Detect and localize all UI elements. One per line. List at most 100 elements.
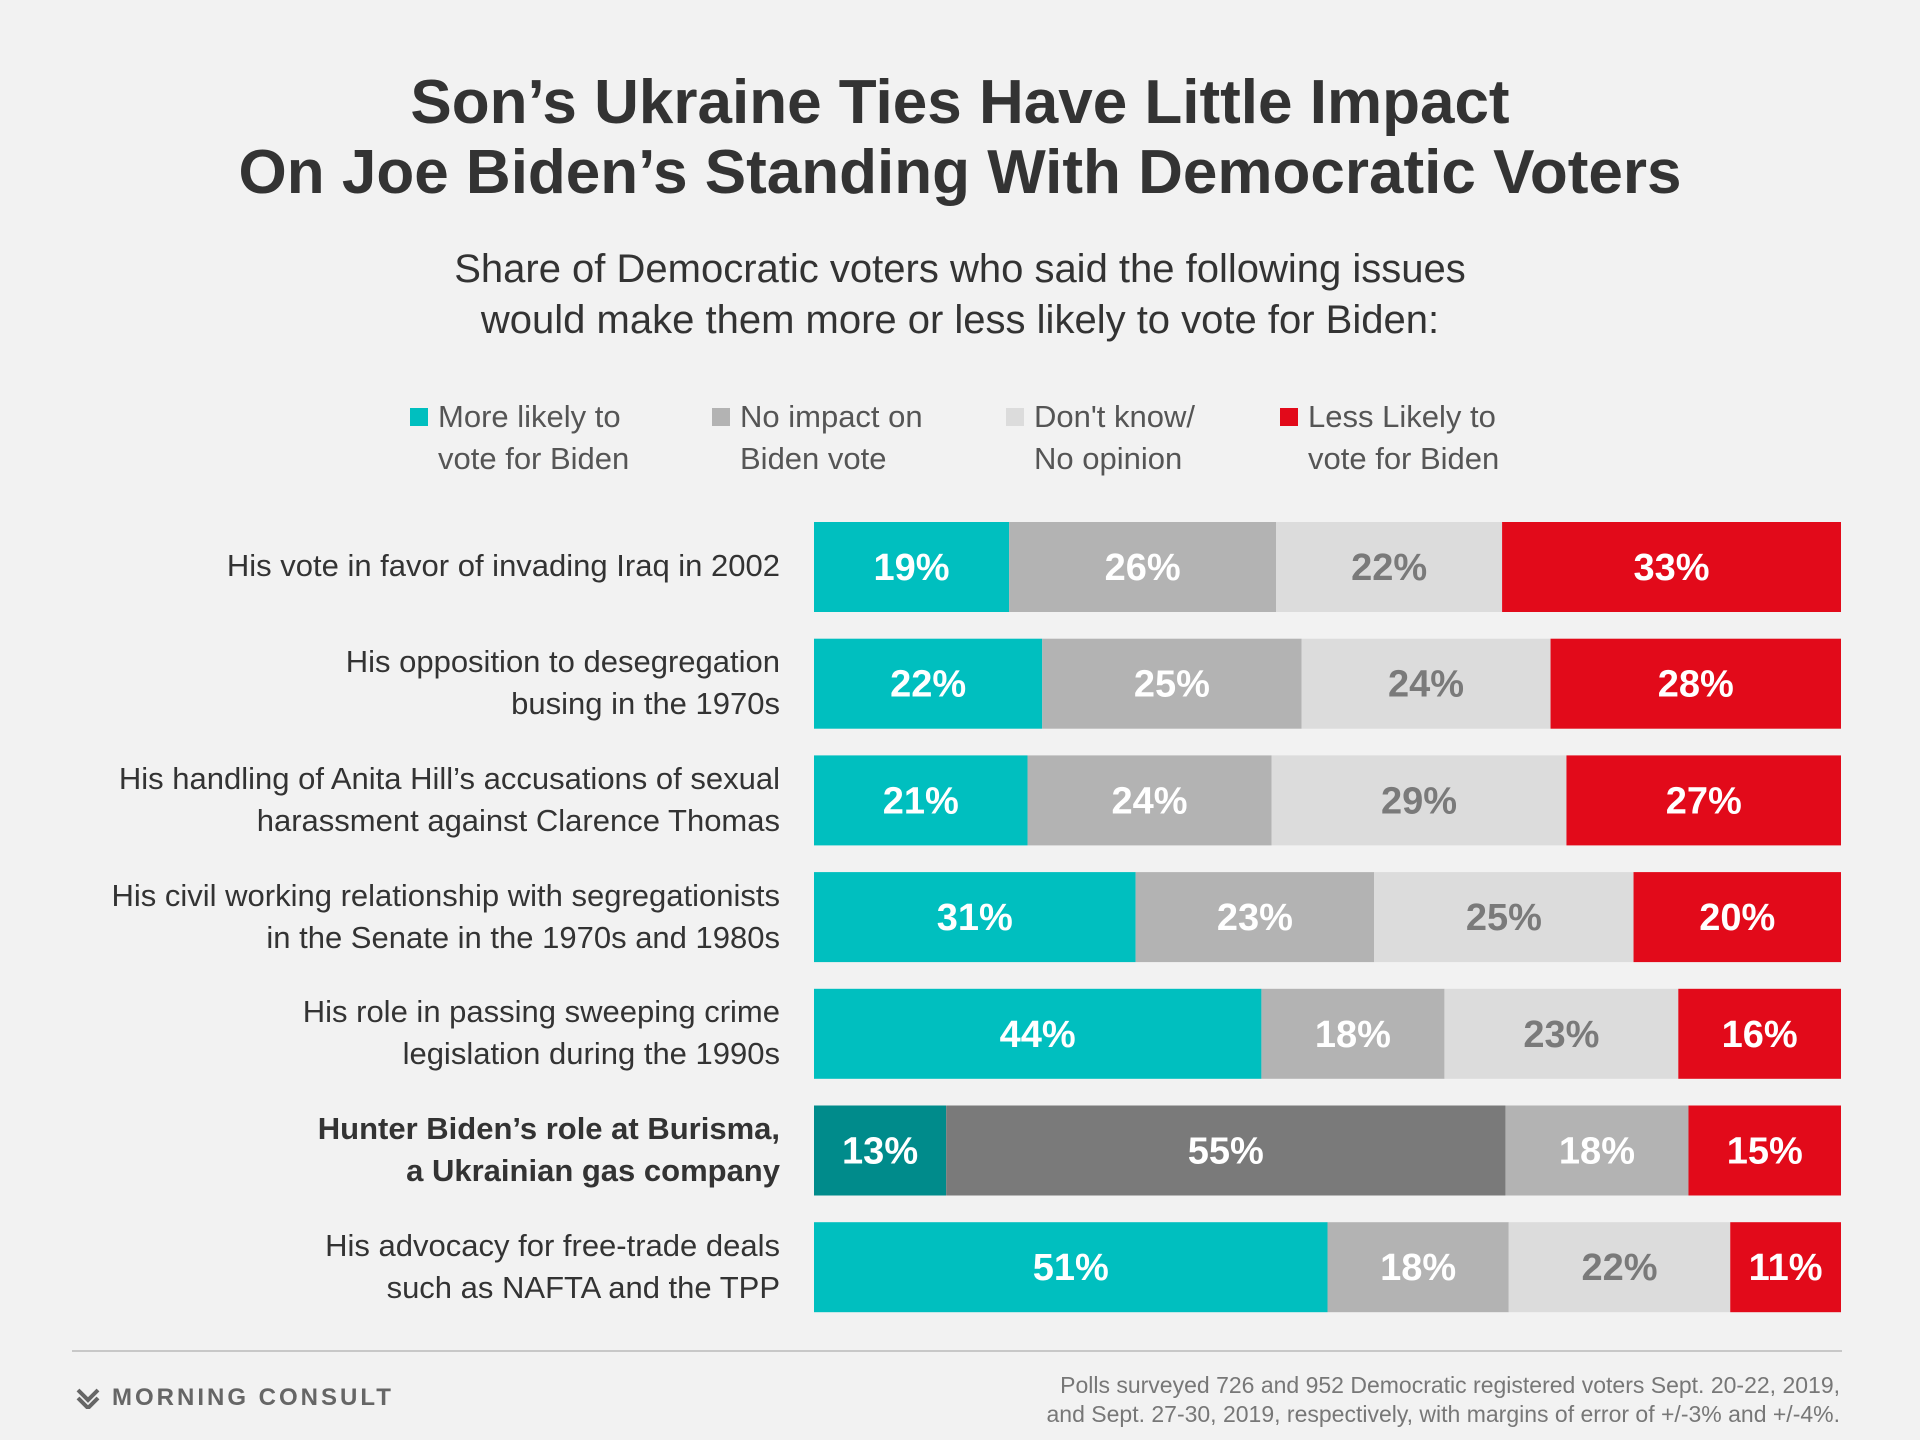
- data-label-no-impact: 25%: [1134, 664, 1210, 706]
- brand-name: MORNING CONSULT: [112, 1384, 394, 1411]
- legend-label-line: vote for Biden: [1308, 441, 1500, 476]
- row-label-line: His handling of Anita Hill’s accusations…: [118, 761, 780, 796]
- data-label-more-likely: 22%: [890, 664, 966, 706]
- data-label-more-likely: 19%: [874, 547, 950, 589]
- bar-segment-more-likely: [814, 872, 1136, 963]
- data-label-dont-know: 22%: [1581, 1247, 1657, 1289]
- bar-segment-no-impact: [1327, 1222, 1509, 1313]
- bar-segment-dont-know: [1505, 1105, 1689, 1196]
- row-label-line: His civil working relationship with segr…: [111, 878, 781, 913]
- legend-label-line: More likely to: [438, 399, 621, 434]
- legend-label-line: Don't know/: [1034, 399, 1195, 434]
- data-label-dont-know: 29%: [1381, 780, 1457, 822]
- bar-segment-more-likely: [814, 522, 1010, 612]
- data-label-less-likely: 33%: [1634, 547, 1710, 589]
- data-label-more-likely: 31%: [937, 897, 1013, 939]
- data-label-no-impact: 55%: [1188, 1131, 1264, 1173]
- data-label-dont-know: 24%: [1388, 664, 1464, 706]
- data-label-more-likely: 51%: [1033, 1247, 1109, 1289]
- bar-segment-less-likely: [1550, 638, 1841, 729]
- data-label-no-impact: 18%: [1315, 1014, 1391, 1056]
- bar-segment-no-impact: [946, 1105, 1506, 1196]
- chart-subtitle-line-2: would make them more or less likely to v…: [480, 298, 1440, 342]
- row-label-line: a Ukrainian gas company: [406, 1153, 780, 1188]
- row-label-hunter-biden: Hunter Biden’s role at Burisma, a Ukrain…: [40, 1108, 780, 1192]
- row-label-line: His vote in favor of invading Iraq in 20…: [226, 548, 780, 583]
- bar-segment-less-likely: [1502, 522, 1841, 612]
- row-label-line: busing in the 1970s: [511, 686, 780, 721]
- source-note-line-1: Polls surveyed 726 and 952 Democratic re…: [1060, 1372, 1840, 1398]
- data-label-no-impact: 26%: [1105, 547, 1181, 589]
- data-label-less-likely: 15%: [1727, 1131, 1803, 1173]
- bar-segment-no-impact: [1009, 522, 1277, 612]
- bar-segment-less-likely: [1678, 988, 1841, 1079]
- row-label-line: His opposition to desegregation: [345, 644, 780, 679]
- bar-segment-less-likely: [1688, 1105, 1841, 1196]
- chart-subtitle: Share of Democratic voters who said the …: [0, 244, 1920, 346]
- legend-swatch-less-likely: [1280, 408, 1298, 426]
- bar-segment-no-impact: [1135, 872, 1375, 963]
- row-label-line: such as NAFTA and the TPP: [386, 1270, 780, 1305]
- data-label-dont-know: 18%: [1559, 1131, 1635, 1173]
- row-label-line: harassment against Clarence Thomas: [256, 803, 780, 838]
- data-label-dont-know: 23%: [1523, 1014, 1599, 1056]
- bar-segment-dont-know: [1301, 638, 1551, 729]
- bar-segment-dont-know: [1444, 988, 1679, 1079]
- legend-label-no-impact: No impact on Biden vote: [740, 396, 1040, 480]
- bar-segment-less-likely: [1566, 755, 1841, 846]
- legend-swatch-no-impact: [712, 408, 730, 426]
- bar-segment-less-likely: [1633, 872, 1841, 963]
- source-note-line-2: and Sept. 27-30, 2019, respectively, wit…: [1046, 1401, 1841, 1427]
- bar-segment-more-likely: [814, 988, 1262, 1079]
- chart-title-line-1: Son’s Ukraine Ties Have Little Impact: [410, 68, 1510, 137]
- legend-label-dont-know: Don't know/ No opinion: [1034, 396, 1334, 480]
- legend-swatch-dont-know: [1006, 408, 1024, 426]
- data-label-no-impact: 24%: [1112, 780, 1188, 822]
- legend-label-line: Biden vote: [740, 441, 887, 476]
- legend-swatch-more-likely: [410, 408, 428, 426]
- row-label-iraq-vote: His vote in favor of invading Iraq in 20…: [40, 545, 780, 587]
- data-label-no-impact: 18%: [1380, 1247, 1456, 1289]
- bar-segment-less-likely: [1730, 1222, 1841, 1313]
- chart-title-line-2: On Joe Biden’s Standing With Democratic …: [238, 138, 1682, 207]
- data-label-less-likely: 27%: [1666, 780, 1742, 822]
- bar-segment-no-impact: [1027, 755, 1272, 846]
- legend-label-line: vote for Biden: [438, 441, 630, 476]
- bar-segment-dont-know: [1508, 1222, 1731, 1313]
- bar-segment-dont-know: [1276, 522, 1503, 612]
- data-label-more-likely: 21%: [883, 780, 959, 822]
- source-note: Polls surveyed 726 and 952 Democratic re…: [840, 1371, 1841, 1429]
- chart-subtitle-line-1: Share of Democratic voters who said the …: [454, 247, 1466, 291]
- row-label-free-trade: His advocacy for free-trade deals such a…: [40, 1225, 780, 1309]
- legend-label-line: No impact on: [740, 399, 923, 434]
- row-label-line: Hunter Biden’s role at Burisma,: [317, 1111, 780, 1146]
- data-label-more-likely: 44%: [1000, 1014, 1076, 1056]
- bar-segment-more-likely: [814, 755, 1028, 846]
- data-label-less-likely: 28%: [1658, 664, 1734, 706]
- row-label-line: legislation during the 1990s: [402, 1036, 780, 1071]
- legend-label-more-likely: More likely to vote for Biden: [438, 396, 738, 480]
- bar-segment-no-impact: [1042, 638, 1302, 729]
- bar-segment-no-impact: [1261, 988, 1445, 1079]
- data-label-more-likely: 13%: [842, 1131, 918, 1173]
- legend-label-line: No opinion: [1034, 441, 1183, 476]
- row-label-segregationists: His civil working relationship with segr…: [40, 875, 781, 959]
- bar-segment-more-likely: [814, 1105, 947, 1196]
- bar-segment-more-likely: [814, 1222, 1328, 1313]
- data-label-less-likely: 16%: [1722, 1014, 1798, 1056]
- row-label-crime-legislation: His role in passing sweeping crime legis…: [40, 991, 780, 1075]
- legend-label-line: Less Likely to: [1308, 399, 1496, 434]
- data-label-no-impact: 23%: [1217, 897, 1293, 939]
- legend-label-less-likely: Less Likely to vote for Biden: [1308, 396, 1608, 480]
- row-label-line: His role in passing sweeping crime: [302, 994, 780, 1029]
- data-label-dont-know: 22%: [1351, 547, 1427, 589]
- bar-segment-more-likely: [814, 638, 1043, 729]
- row-label-busing: His opposition to desegregation busing i…: [40, 641, 780, 725]
- bar-segment-dont-know: [1271, 755, 1567, 846]
- brand-logo: MORNING CONSULT: [76, 1383, 394, 1413]
- row-label-anita-hill: His handling of Anita Hill’s accusations…: [40, 758, 780, 842]
- bar-segment-dont-know: [1374, 872, 1634, 963]
- data-label-dont-know: 25%: [1466, 897, 1542, 939]
- row-label-line: His advocacy for free-trade deals: [325, 1228, 780, 1263]
